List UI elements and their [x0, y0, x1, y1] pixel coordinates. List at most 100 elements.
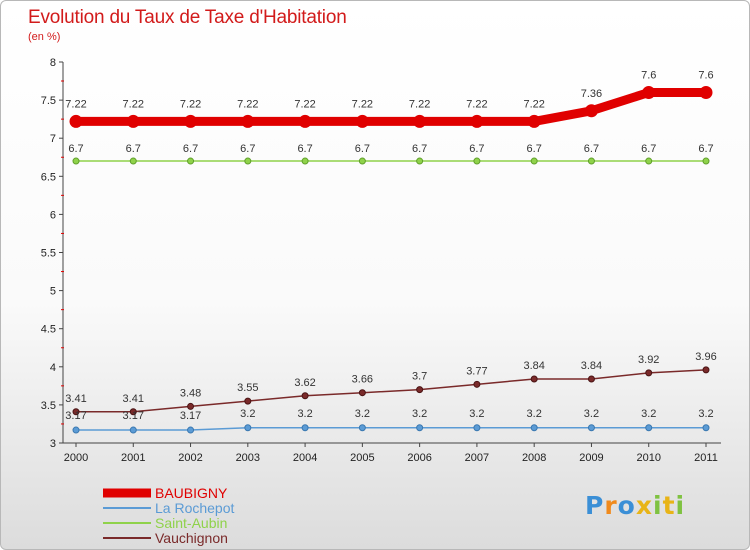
- data-label: 7.22: [466, 98, 487, 110]
- x-tick-label: 2010: [636, 452, 660, 464]
- data-point: [645, 369, 653, 377]
- y-tick-label: 6.5: [41, 171, 56, 183]
- logo-letter: P: [585, 491, 605, 520]
- data-label: 7.22: [523, 98, 544, 110]
- data-label: 6.7: [412, 143, 427, 155]
- data-label: 6.7: [126, 143, 141, 155]
- data-label: 6.7: [641, 143, 656, 155]
- data-point: [355, 114, 369, 128]
- x-tick-label: 2008: [522, 452, 546, 464]
- y-tick-label: 6: [50, 209, 56, 221]
- data-label: 6.7: [240, 143, 255, 155]
- data-point: [187, 426, 195, 434]
- data-label: 3.2: [412, 408, 427, 420]
- data-point: [301, 424, 309, 432]
- data-point: [699, 85, 713, 99]
- y-tick-label: 5: [50, 286, 56, 298]
- legend-label: BAUBIGNY: [155, 485, 228, 501]
- data-point: [129, 408, 137, 416]
- x-tick-label: 2003: [236, 452, 260, 464]
- data-label: 7.22: [65, 98, 86, 110]
- data-label: 3.41: [123, 393, 144, 405]
- data-label: 3.2: [297, 408, 312, 420]
- data-point: [72, 408, 80, 416]
- data-label: 6.7: [698, 143, 713, 155]
- data-label: 3.48: [180, 387, 201, 399]
- data-label: 3.17: [65, 410, 86, 422]
- logo-letter: r: [604, 491, 618, 520]
- x-tick-label: 2002: [178, 452, 202, 464]
- data-label: 7.22: [237, 98, 258, 110]
- x-tick-label: 2007: [465, 452, 489, 464]
- data-label: 7.6: [698, 69, 713, 81]
- data-point: [527, 114, 541, 128]
- data-label: 3.84: [581, 360, 602, 372]
- y-tick-label: 4.5: [41, 324, 56, 336]
- data-point: [72, 426, 80, 434]
- data-label: 3.2: [641, 408, 656, 420]
- series-line-baubigny: [71, 87, 711, 126]
- data-point: [645, 424, 653, 432]
- data-point: [530, 375, 538, 383]
- data-label: 3.96: [695, 351, 716, 363]
- x-tick-label: 2006: [407, 452, 431, 464]
- legend-label: La Rochepot: [155, 500, 235, 516]
- data-label: 3.17: [180, 410, 201, 422]
- data-label: 6.7: [183, 143, 198, 155]
- x-tick-label: 2005: [350, 452, 374, 464]
- series-line-la-rochepot: [75, 427, 707, 431]
- x-tick-label: 2001: [121, 452, 145, 464]
- logo-letter: i: [675, 491, 686, 520]
- data-point: [413, 114, 427, 128]
- data-point: [126, 114, 140, 128]
- data-label: 3.92: [638, 354, 659, 366]
- data-label: 7.22: [352, 98, 373, 110]
- data-point: [244, 397, 252, 405]
- data-point: [301, 392, 309, 400]
- data-point: [358, 389, 366, 397]
- data-label: 7.22: [409, 98, 430, 110]
- data-point: [530, 157, 538, 165]
- data-label: 7.22: [180, 98, 201, 110]
- data-label: 6.7: [355, 143, 370, 155]
- data-label: 7.36: [581, 88, 602, 100]
- data-point: [645, 157, 653, 165]
- data-label: 3.62: [294, 377, 315, 389]
- data-label: 3.2: [527, 408, 542, 420]
- data-label: 3.41: [65, 393, 86, 405]
- data-point: [301, 157, 309, 165]
- data-label: 3.2: [584, 408, 599, 420]
- data-point: [187, 157, 195, 165]
- data-point: [473, 424, 481, 432]
- data-label: 3.2: [240, 408, 255, 420]
- data-point: [72, 157, 80, 165]
- data-label: 3.66: [352, 374, 373, 386]
- data-label: 6.7: [469, 143, 484, 155]
- data-point: [241, 114, 255, 128]
- data-label: 3.2: [469, 408, 484, 420]
- data-label: 3.17: [123, 410, 144, 422]
- x-tick-label: 2000: [64, 452, 88, 464]
- data-label: 7.22: [294, 98, 315, 110]
- legend-label: Saint-Aubin: [155, 515, 227, 531]
- data-point: [298, 114, 312, 128]
- chart-subtitle: (en %): [28, 31, 61, 43]
- data-point: [416, 424, 424, 432]
- data-point: [584, 104, 598, 118]
- data-label: 7.22: [123, 98, 144, 110]
- data-point: [530, 424, 538, 432]
- data-label: 7.6: [641, 69, 656, 81]
- data-point: [416, 386, 424, 394]
- data-point: [416, 157, 424, 165]
- data-point: [587, 375, 595, 383]
- data-point: [129, 426, 137, 434]
- data-label: 6.7: [297, 143, 312, 155]
- data-point: [702, 366, 710, 374]
- data-point: [702, 157, 710, 165]
- data-label: 3.2: [698, 408, 713, 420]
- data-point: [69, 114, 83, 128]
- x-tick-label: 2009: [579, 452, 603, 464]
- chart-title: Evolution du Taux de Taxe d'Habitation: [28, 7, 347, 28]
- data-point: [358, 157, 366, 165]
